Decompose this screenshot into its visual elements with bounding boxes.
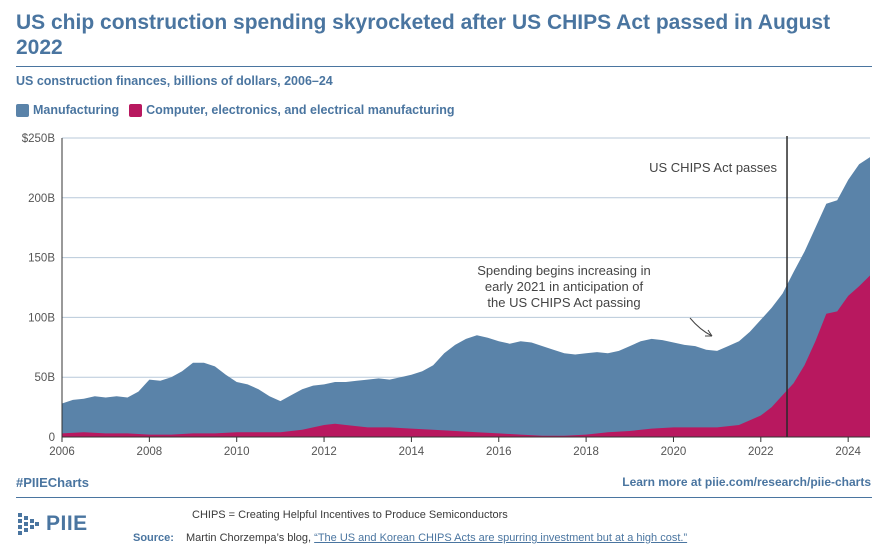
- series-area-computer-electronics: [62, 275, 870, 437]
- annotation-arrow-head: [705, 329, 713, 337]
- legend-item-manufacturing: Manufacturing: [16, 103, 119, 117]
- learn-more-link[interactable]: Learn more at piie.com/research/piie-cha…: [622, 475, 871, 489]
- series-area-manufacturing: [62, 157, 870, 437]
- y-tick-label: 150B: [28, 253, 55, 265]
- y-tick-label: 100B: [28, 312, 55, 324]
- chart-title: US chip construction spending skyrockete…: [16, 11, 831, 59]
- x-tick-label: 2018: [573, 446, 599, 458]
- annotation-anticipation-line: the US CHIPS Act passing: [487, 295, 640, 310]
- hashtag[interactable]: #PIIECharts: [16, 475, 89, 490]
- source-link[interactable]: “The US and Korean CHIPS Acts are spurri…: [314, 532, 688, 544]
- legend-swatch-computer-electronics: [129, 103, 143, 117]
- x-tick-label: 2008: [137, 446, 163, 458]
- piie-logo-text: PIIE: [46, 512, 88, 535]
- x-tick-label: 2010: [224, 446, 250, 458]
- footnote: CHIPS = Creating Helpful Incentives to P…: [192, 509, 508, 521]
- source-text: Martin Chorzempa’s blog,: [185, 532, 315, 544]
- annotation-arrow-shaft: [689, 317, 713, 337]
- piie-logo: PIIE: [16, 512, 88, 536]
- source-label: Source:: [133, 532, 174, 544]
- annotation-chips-act: US CHIPS Act passes: [649, 160, 777, 175]
- annotation-anticipation-line: early 2021 in anticipation of: [485, 279, 644, 294]
- area-chart: 0 50B 100B 150B $250B 200B 2006 2008 2010 2012 201…: [22, 133, 870, 458]
- source-line: Source: Martin Chorzempa’s blog, “The US …: [133, 532, 687, 544]
- x-tick-label: 2022: [748, 446, 774, 458]
- chart-subtitle: US construction finances, billions of do…: [16, 74, 333, 88]
- annotation-anticipation-line: Spending begins increasing in: [477, 263, 650, 278]
- title-divider: [16, 66, 872, 67]
- y-tick-label: 0: [49, 432, 55, 444]
- x-tick-label: 2016: [486, 446, 512, 458]
- x-tick-label: 2006: [49, 446, 75, 458]
- legend-swatch-manufacturing: [16, 103, 29, 117]
- piie-logo-icon: [18, 513, 39, 535]
- legend-label-computer-electronics: Computer, electronics, and electrical ma…: [146, 103, 455, 117]
- x-tick-label: 2020: [661, 446, 687, 458]
- x-tick-label: 2024: [835, 446, 861, 458]
- legend: Manufacturing Computer, electronics, and…: [16, 103, 465, 117]
- legend-item-computer-electronics: Computer, electronics, and electrical ma…: [129, 103, 455, 117]
- x-tick-label: 2012: [311, 446, 337, 458]
- x-tick-label: 2014: [399, 446, 425, 458]
- legend-label-manufacturing: Manufacturing: [33, 103, 120, 117]
- y-tick-label: 50B: [35, 372, 56, 384]
- y-tick-label: 200B: [28, 193, 55, 205]
- y-tick-label: $250B: [22, 133, 56, 145]
- footer-divider: [16, 497, 872, 498]
